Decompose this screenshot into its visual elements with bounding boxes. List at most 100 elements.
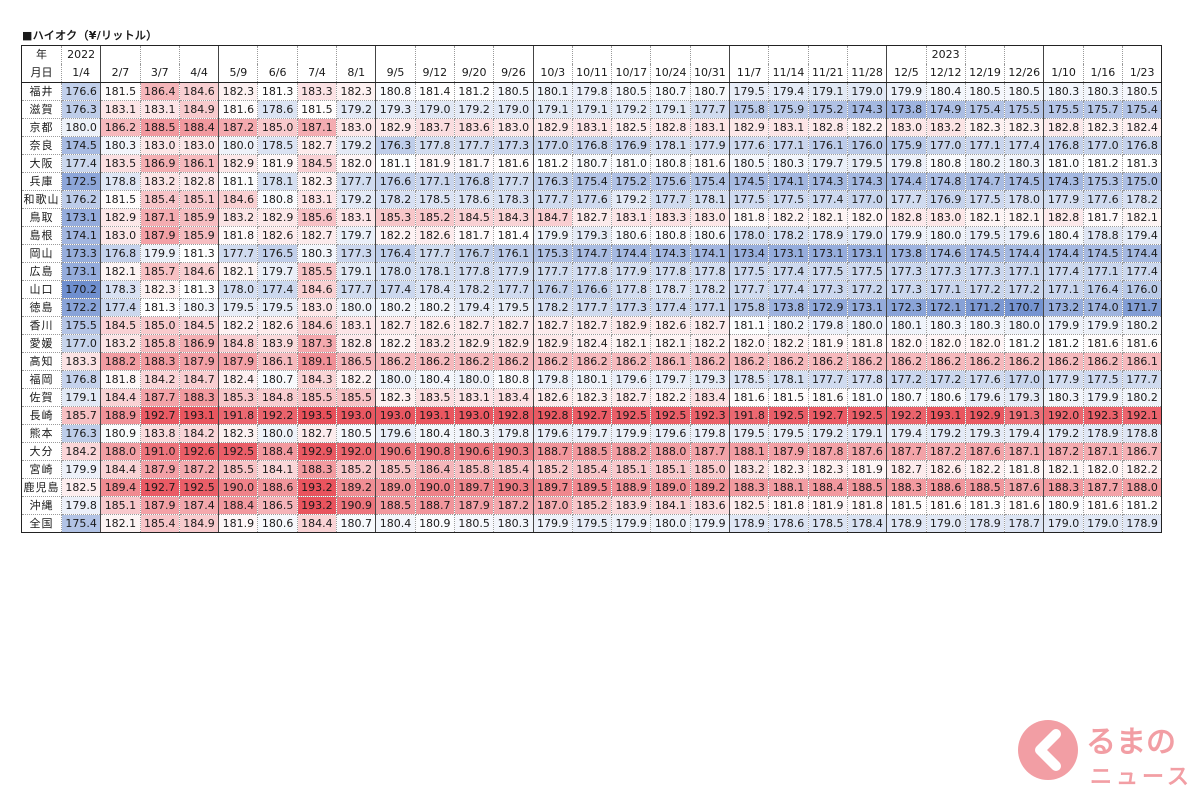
- date-header: 9/26: [493, 64, 534, 83]
- price-cell: 191.8: [218, 406, 259, 425]
- price-cell: 187.1: [296, 118, 338, 137]
- price-cell: 187.2: [925, 442, 966, 461]
- header-row-date: 月日 1/4 2/7 3/7 4/4 5/9 6/6 7/4 8/1 9/5 9/12 9/20 9/2…: [21, 64, 1163, 83]
- price-cell: 188.3: [729, 478, 770, 497]
- price-cell: 177.1: [964, 136, 1006, 155]
- price-cell: 182.6: [414, 316, 455, 335]
- price-cell: 174.3: [846, 172, 888, 191]
- price-cell: 174.4: [886, 172, 927, 191]
- price-cell: 186.2: [611, 352, 652, 371]
- price-cell: 176.8: [1043, 136, 1084, 155]
- price-cell: 182.3: [336, 82, 377, 101]
- date-header: 9/20: [453, 64, 495, 83]
- price-cell: 177.4: [1004, 136, 1045, 155]
- price-cell: 180.2: [1122, 316, 1163, 335]
- price-cell: 177.7: [414, 244, 455, 263]
- price-cell: 186.2: [1004, 352, 1045, 371]
- price-cell: 174.0: [1082, 298, 1124, 317]
- price-cell: 174.5: [1082, 244, 1124, 263]
- price-cell: 178.0: [375, 262, 416, 281]
- price-cell: 180.5: [611, 82, 652, 101]
- price-cell: 187.0: [532, 496, 573, 515]
- price-cell: 184.9: [178, 100, 220, 119]
- price-cell: 187.9: [139, 226, 180, 245]
- price-cell: 185.2: [571, 496, 613, 515]
- price-cell: 181.6: [1122, 334, 1163, 353]
- price-cell: 177.8: [453, 262, 495, 281]
- price-cell: 193.2: [296, 496, 338, 515]
- price-cell: 188.9: [611, 478, 652, 497]
- price-cell: 174.4: [1004, 244, 1045, 263]
- price-cell: 181.5: [100, 190, 141, 209]
- price-cell: 178.4: [414, 280, 455, 299]
- year-label: [453, 45, 495, 64]
- price-cell: 192.7: [139, 406, 180, 425]
- price-cell: 181.8: [846, 496, 888, 515]
- prefecture-label: 島根: [21, 226, 62, 245]
- price-cell: 177.0: [1082, 136, 1124, 155]
- price-cell: 184.5: [100, 316, 141, 335]
- price-cell: 185.8: [139, 334, 180, 353]
- price-cell: 193.5: [296, 406, 338, 425]
- price-cell: 179.2: [611, 100, 652, 119]
- price-cell: 182.9: [257, 208, 298, 227]
- price-cell: 184.6: [178, 82, 220, 101]
- price-cell: 179.2: [336, 190, 377, 209]
- price-cell: 177.5: [729, 262, 770, 281]
- year-label: 2022: [60, 45, 102, 64]
- price-cell: 180.3: [453, 424, 495, 443]
- date-header: 10/24: [650, 64, 691, 83]
- price-cell: 185.5: [336, 388, 377, 407]
- price-cell: 192.9: [296, 442, 338, 461]
- price-cell: 181.5: [886, 496, 927, 515]
- price-cell: 177.9: [1043, 370, 1084, 389]
- price-cell: 183.2: [218, 208, 259, 227]
- price-cell: 180.8: [257, 190, 298, 209]
- price-cell: 180.3: [296, 244, 338, 263]
- price-cell: 190.6: [453, 442, 495, 461]
- price-cell: 174.8: [925, 172, 966, 191]
- price-cell: 185.0: [257, 118, 298, 137]
- price-cell: 192.7: [139, 478, 180, 497]
- price-cell: 182.1: [964, 208, 1006, 227]
- price-cell: 182.8: [1043, 208, 1084, 227]
- price-cell: 182.9: [729, 118, 770, 137]
- price-cell: 181.2: [1004, 334, 1045, 353]
- price-cell: 182.7: [375, 316, 416, 335]
- table-row: 鳥取 173.1 182.9 187.1 185.9 183.2 182.9 185.6 183…: [21, 208, 1163, 227]
- price-cell: 178.2: [1122, 190, 1163, 209]
- price-cell: 175.8: [729, 100, 770, 119]
- price-cell: 179.8: [60, 496, 102, 515]
- price-cell: 180.7: [650, 82, 691, 101]
- table-row: 熊本 176.3 180.9 183.8 184.2 182.3 180.0 182.7 180…: [21, 424, 1163, 443]
- price-cell: 177.6: [571, 190, 613, 209]
- price-cell: 178.4: [846, 514, 888, 533]
- price-cell: 181.8: [1004, 460, 1045, 479]
- price-cell: 177.2: [846, 280, 888, 299]
- price-cell: 173.1: [846, 298, 888, 317]
- price-cell: 192.7: [807, 406, 848, 425]
- price-cell: 181.9: [218, 514, 259, 533]
- price-cell: 180.6: [925, 388, 966, 407]
- price-cell: 179.9: [1082, 316, 1124, 335]
- price-cell: 176.7: [532, 280, 573, 299]
- table-row: 沖縄 179.8 185.1 187.9 187.4 188.4 186.5 193.2 190…: [21, 496, 1163, 515]
- price-cell: 188.7: [532, 442, 573, 461]
- price-cell: 180.3: [964, 316, 1006, 335]
- table-row: 和歌山 176.2 181.5 185.4 185.1 184.6 180.8 183.1 17…: [21, 190, 1163, 209]
- price-cell: 188.5: [375, 496, 416, 515]
- price-cell: 193.0: [453, 406, 495, 425]
- price-cell: 180.0: [257, 424, 298, 443]
- price-cell: 188.0: [1122, 478, 1163, 497]
- price-cell: 176.5: [257, 244, 298, 263]
- kuruma-news-logo: るまの ニュース: [1018, 720, 1189, 790]
- price-cell: 186.2: [886, 352, 927, 371]
- price-cell: 177.7: [689, 100, 731, 119]
- price-cell: 183.5: [100, 154, 141, 173]
- price-cell: 190.3: [493, 478, 534, 497]
- price-cell: 186.5: [257, 496, 298, 515]
- price-cell: 178.0: [729, 226, 770, 245]
- price-cell: 179.0: [846, 82, 888, 101]
- table-row: 大阪 177.4 183.5 186.9 186.1 182.9 181.9 184.5 182…: [21, 154, 1163, 173]
- price-cell: 177.6: [729, 136, 770, 155]
